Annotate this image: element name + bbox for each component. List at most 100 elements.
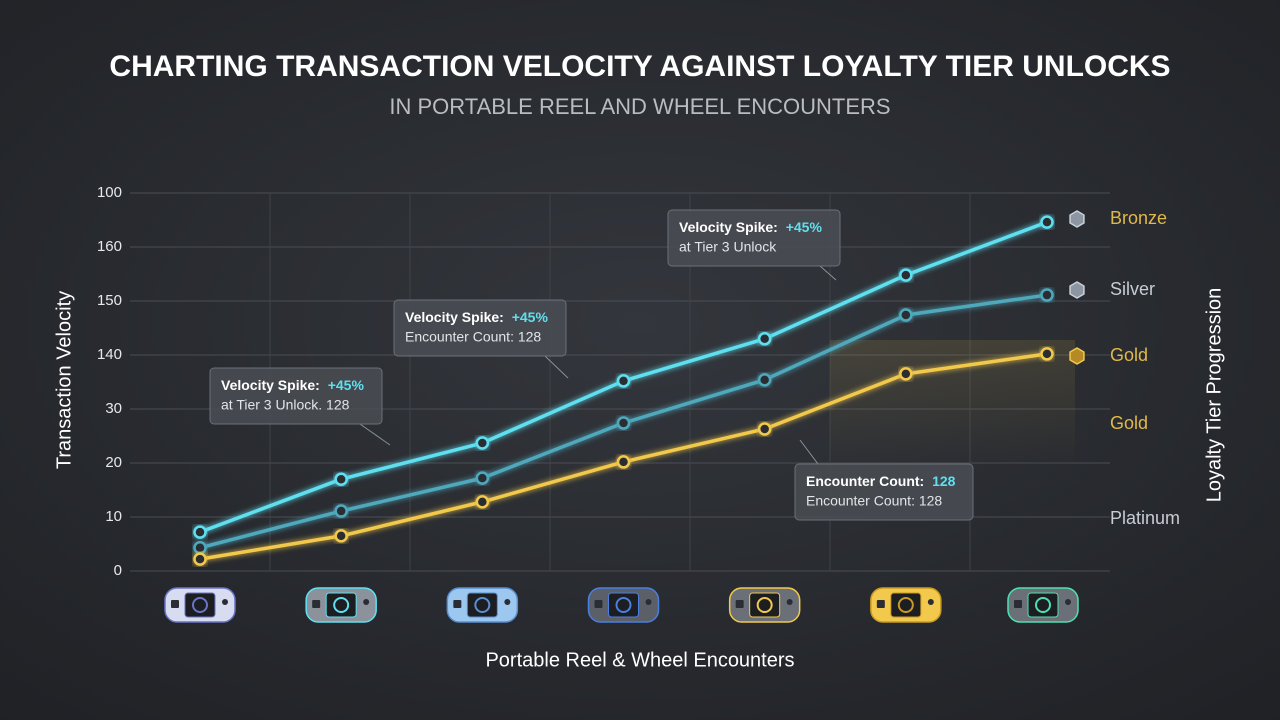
- console-icon-button: [222, 599, 228, 605]
- console-icon-screen: [608, 592, 639, 618]
- console-icon-reel: [1035, 597, 1051, 613]
- chart-subtitle: IN PORTABLE REEL AND WHEEL ENCOUNTERS: [389, 94, 890, 119]
- data-point: [334, 504, 348, 518]
- console-icon-screen: [466, 592, 498, 618]
- console-icon-dpad: [312, 600, 321, 608]
- legend-label: Bronze: [1110, 208, 1167, 228]
- annotation-box: [393, 299, 567, 357]
- console-icon-reel: [333, 597, 350, 613]
- data-point: [757, 422, 772, 436]
- console-icon-reel: [192, 597, 208, 613]
- annotation-title-text: Velocity Spike:: [405, 309, 508, 325]
- data-point: [1040, 288, 1054, 302]
- y-tick-label: 160: [97, 238, 122, 255]
- data-point: [193, 525, 207, 539]
- y-tick-label: 100: [97, 184, 122, 201]
- data-point: [899, 268, 913, 282]
- data-point: [334, 472, 348, 486]
- y2-label: Gold: [1110, 413, 1148, 433]
- annotation-pointer: [819, 265, 837, 281]
- annotation-box: [209, 367, 383, 425]
- console-icon-screen: [1027, 592, 1059, 618]
- tier-badge: [1069, 281, 1085, 299]
- console-icon-button: [645, 599, 652, 605]
- annotations: Velocity Spike: +45% at Tier 3 Unlock. 12…: [209, 209, 974, 521]
- y-tick-label: 30: [105, 400, 122, 417]
- console-icon-reel: [756, 597, 773, 613]
- legend-label: Silver: [1110, 279, 1155, 299]
- annotation-pointer: [544, 355, 569, 379]
- annotation-box: [794, 463, 974, 521]
- y-tick-label: 10: [105, 508, 122, 525]
- console-icon-button: [927, 599, 934, 605]
- data-point: [899, 308, 913, 322]
- annotation-title: Encounter Count: 128: [806, 473, 956, 489]
- console-icon-dpad: [171, 600, 179, 608]
- console-icon-button: [1065, 599, 1071, 605]
- tier-badge: [1069, 347, 1085, 365]
- icons: [164, 587, 1079, 623]
- console-icon-dpad: [735, 600, 744, 608]
- y2-axis-label: Loyalty Tier Progression: [1203, 288, 1225, 503]
- annotation-text: at Tier 3 Unlock: [679, 239, 777, 255]
- annotation-pointer: [799, 439, 819, 465]
- annotation-title-text: Velocity Spike:: [221, 377, 324, 393]
- console-icon-dpad: [594, 600, 603, 608]
- annotation-text: Encounter Count: 128: [405, 329, 541, 345]
- data-point: [1040, 347, 1054, 361]
- console-icon-dpad: [876, 600, 885, 608]
- annotation-title: Velocity Spike: +45%: [679, 219, 822, 235]
- data-point: [193, 541, 207, 555]
- highlight-region: [830, 340, 1075, 465]
- y-tick-label: 0: [114, 562, 122, 579]
- y-tick-label: 150: [97, 292, 122, 309]
- console-icon-dpad: [453, 600, 462, 608]
- data-point: [899, 367, 913, 381]
- data-point: [616, 455, 631, 469]
- console-icon-button: [363, 599, 370, 605]
- legend-label: Gold: [1110, 345, 1148, 365]
- y-tick-label: 140: [97, 346, 122, 363]
- annotation-text: at Tier 3 Unlock. 128: [221, 397, 350, 413]
- annotation-title: Velocity Spike: +45%: [221, 377, 364, 393]
- annotation-highlight: +45%: [786, 219, 823, 235]
- annotation-highlight: +45%: [328, 377, 365, 393]
- annotation-title-text: Velocity Spike:: [679, 219, 782, 235]
- plot: Bronze Silver Gold Gold Platinum: [193, 208, 1180, 566]
- console-icon-screen: [325, 592, 357, 618]
- data-point: [616, 374, 631, 388]
- console-icon-reel: [615, 597, 632, 613]
- console-icon-screen: [184, 592, 216, 618]
- chart-title: CHARTING TRANSACTION VELOCITY AGAINST LO…: [109, 50, 1170, 83]
- data-point: [334, 529, 348, 543]
- data-point: [193, 552, 207, 566]
- annotation-highlight: 128: [932, 473, 956, 489]
- tier-badge: [1069, 210, 1085, 228]
- console-icon-button: [786, 599, 793, 605]
- data-point: [1040, 215, 1054, 229]
- data-point: [475, 471, 490, 485]
- annotation-title: Velocity Spike: +45%: [405, 309, 548, 325]
- annotation-text: Encounter Count: 128: [806, 493, 942, 509]
- console-icon-reel: [474, 597, 491, 613]
- annotation-pointer: [359, 423, 391, 446]
- console-icon-reel: [897, 597, 914, 613]
- console-icon-button: [504, 599, 511, 605]
- annotation-title-text: Encounter Count:: [806, 473, 928, 489]
- data-point: [616, 416, 631, 430]
- data-point: [475, 495, 490, 509]
- y-axis-label: Transaction Velocity: [53, 291, 75, 469]
- x-axis-label: Portable Reel & Wheel Encounters: [485, 649, 794, 671]
- console-icon-dpad: [1014, 600, 1022, 608]
- data-point: [475, 436, 490, 450]
- console-icon-screen: [749, 592, 781, 618]
- data-point: [757, 332, 772, 346]
- annotation-box: [667, 209, 841, 267]
- console-icon-screen: [890, 592, 922, 618]
- y2-label: Platinum: [1110, 508, 1180, 528]
- data-point: [757, 373, 772, 387]
- y-tick-label: 20: [105, 454, 122, 471]
- annotation-highlight: +45%: [512, 309, 549, 325]
